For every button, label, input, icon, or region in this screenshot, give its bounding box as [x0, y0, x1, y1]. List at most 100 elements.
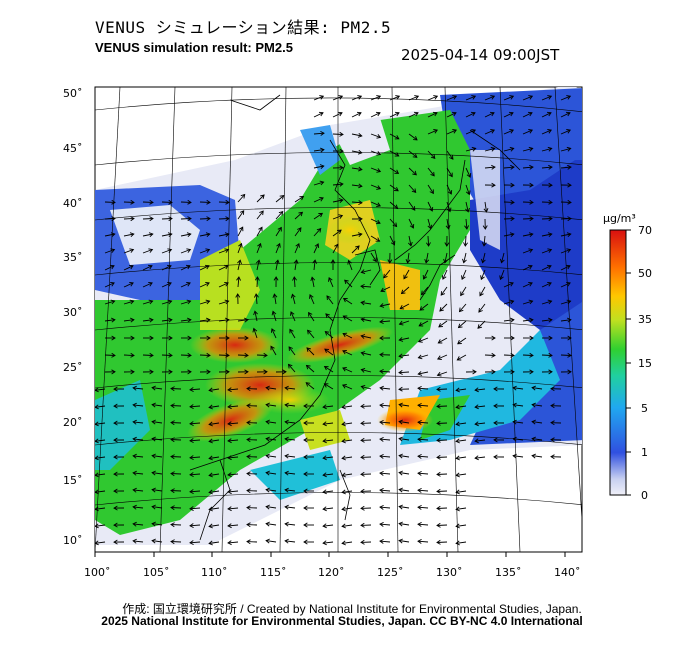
wind-arrow-head — [509, 299, 515, 305]
wind-arrow-head — [358, 183, 363, 189]
wind-arrow-head — [170, 437, 175, 443]
wind-arrow-head — [307, 329, 312, 335]
wind-arrow-head — [398, 419, 403, 425]
wind-arrow — [436, 456, 448, 458]
wind-arrow-head — [548, 164, 553, 170]
wind-arrow-head — [529, 199, 534, 205]
wind-arrow-head — [490, 146, 496, 152]
wind-arrow-head — [360, 522, 365, 528]
wind-arrow-head — [480, 275, 485, 281]
wind-arrow — [285, 455, 296, 458]
wind-arrow-head — [527, 264, 533, 270]
wind-arrow — [133, 387, 144, 390]
wind-arrow — [237, 276, 240, 288]
wind-arrow-head — [510, 317, 515, 323]
wind-arrow-head — [413, 111, 419, 117]
wind-arrow-head — [509, 281, 514, 287]
wind-arrow-head — [255, 259, 261, 265]
wind-arrow — [446, 184, 452, 195]
wind-arrow-head — [417, 453, 422, 459]
wind-arrow-head — [398, 402, 403, 408]
wind-arrow-head — [328, 277, 333, 282]
wind-arrow-head — [548, 216, 553, 222]
wind-arrow-head — [253, 293, 259, 298]
wind-arrow — [237, 210, 245, 220]
wind-arrow — [253, 328, 258, 339]
wind-arrow-head — [186, 281, 191, 287]
wind-arrow — [399, 438, 410, 441]
wind-arrow-head — [529, 369, 534, 375]
wind-arrow — [161, 354, 173, 356]
wind-arrow — [95, 507, 106, 510]
wind-arrow — [399, 506, 410, 509]
wind-arrow — [503, 147, 514, 152]
wind-arrow-head — [528, 129, 533, 134]
wind-arrow — [370, 95, 381, 101]
wind-arrow — [170, 405, 182, 407]
wind-arrow — [255, 293, 258, 305]
wind-arrow — [436, 473, 448, 475]
wind-arrow-head — [151, 436, 156, 442]
wind-arrow — [427, 184, 434, 194]
wind-arrow-head — [358, 166, 363, 172]
wind-arrow-head — [151, 470, 156, 476]
wind-arrow-head — [474, 455, 479, 461]
wind-arrow — [399, 354, 410, 357]
wind-arrow-head — [360, 437, 365, 443]
wind-arrow — [484, 147, 495, 152]
wind-arrow — [152, 506, 163, 509]
wind-arrow-head — [318, 212, 324, 218]
wind-arrow-head — [376, 185, 382, 190]
wind-arrow — [560, 112, 571, 118]
wind-arrow-head — [95, 472, 99, 478]
wind-arrow — [313, 197, 324, 203]
wind-arrow — [227, 524, 239, 527]
wind-arrow-head — [342, 332, 348, 338]
wind-arrow-head — [395, 95, 401, 100]
wind-arrow — [227, 473, 239, 476]
lat-label-30: 30˚ — [63, 306, 83, 319]
wind-arrow — [227, 490, 239, 493]
wind-arrow — [389, 218, 397, 227]
wind-arrow-head — [305, 382, 311, 387]
wind-arrow — [436, 507, 448, 509]
wind-arrow-head — [189, 472, 194, 478]
license-line: 2025 National Institute for Environmenta… — [101, 614, 583, 628]
wind-arrow-head — [512, 453, 517, 459]
wind-arrow-head — [567, 182, 572, 188]
wind-arrow-head — [509, 146, 515, 152]
wind-arrow-head — [189, 438, 194, 444]
wind-arrow — [209, 439, 220, 442]
wind-arrow-head — [510, 164, 515, 170]
wind-arrow — [541, 95, 552, 101]
wind-arrow-head — [529, 317, 534, 323]
wind-arrow-head — [111, 352, 116, 358]
wind-arrow-head — [429, 189, 434, 195]
wind-arrow-head — [284, 470, 289, 476]
wind-arrow — [218, 354, 230, 356]
wind-arrow — [227, 541, 239, 544]
wind-arrow — [266, 506, 277, 509]
lat-label-45: 45˚ — [63, 142, 83, 155]
wind-arrow-head — [360, 317, 366, 323]
wind-arrow — [133, 489, 144, 492]
wind-arrow — [332, 229, 342, 237]
wind-arrow-head — [567, 352, 572, 358]
wind-arrow — [478, 303, 486, 313]
wind-arrow-head — [419, 306, 425, 311]
wind-arrow-head — [225, 317, 230, 323]
wind-arrow — [370, 150, 381, 155]
lon-label-120: 120˚ — [318, 566, 345, 579]
wind-arrow — [436, 405, 448, 407]
wind-arrow-head — [227, 387, 232, 393]
wind-arrow-head — [550, 454, 555, 460]
wind-arrow — [370, 201, 381, 207]
wind-arrow-head — [246, 488, 251, 494]
wind-arrow-head — [305, 364, 311, 370]
wind-arrow-head — [379, 335, 384, 341]
wind-arrow — [417, 387, 429, 390]
wind-arrow-head — [95, 421, 99, 427]
wind-arrow-head — [287, 363, 293, 369]
wind-arrow — [209, 524, 220, 527]
wind-arrow-head — [298, 211, 304, 217]
